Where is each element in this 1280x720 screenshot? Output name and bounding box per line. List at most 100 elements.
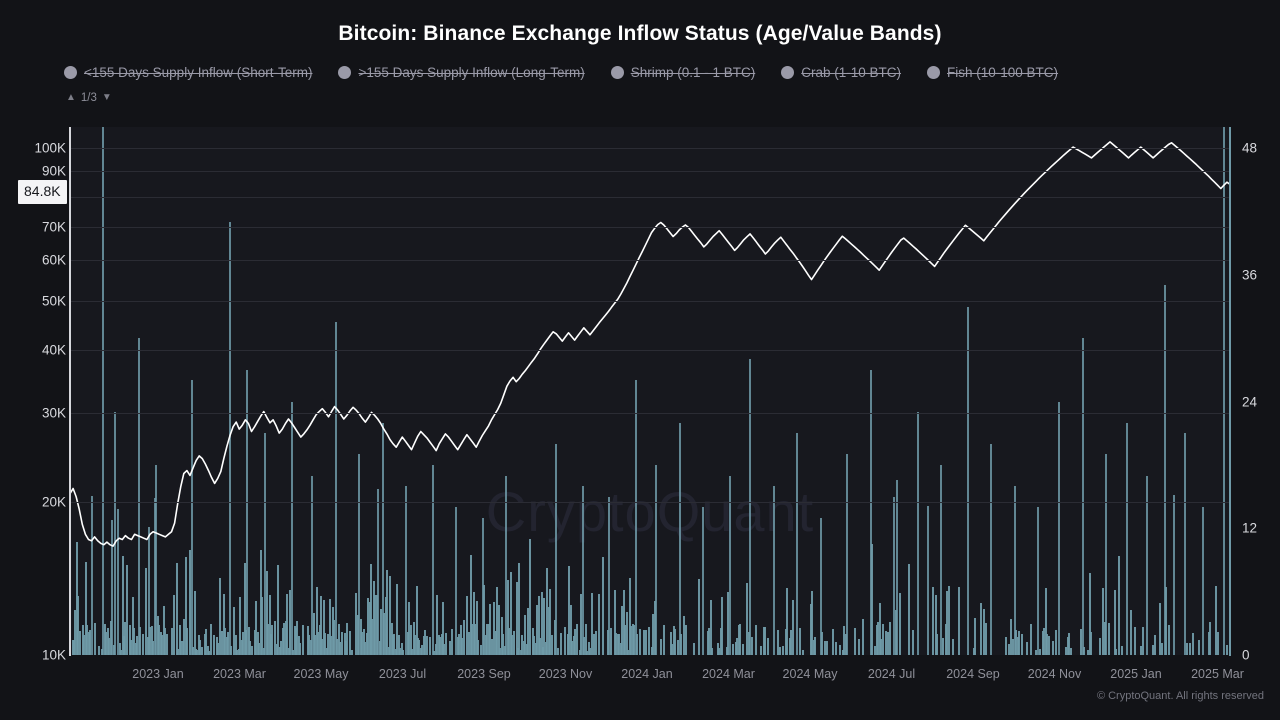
legend-pager[interactable]: ▲ 1/3 ▼ bbox=[66, 92, 112, 104]
inflow-bar bbox=[471, 623, 474, 655]
right-axis-tick-label: 36 bbox=[1242, 267, 1258, 283]
inflow-bar bbox=[527, 608, 530, 655]
plot-area[interactable]: CryptoQuant bbox=[70, 127, 1230, 655]
inflow-bar bbox=[402, 649, 405, 655]
inflow-bar bbox=[444, 633, 447, 655]
inflow-bar bbox=[1163, 285, 1166, 655]
inflow-bar bbox=[659, 638, 662, 655]
left-axis-line bbox=[69, 127, 71, 656]
inflow-bar bbox=[118, 642, 121, 655]
legend-item-2[interactable]: Shrimp (0.1 - 1 BTC) bbox=[610, 65, 755, 80]
inflow-bar bbox=[337, 623, 340, 655]
inflow-bar bbox=[221, 630, 224, 655]
inflow-bar bbox=[750, 636, 753, 655]
inflow-bar bbox=[81, 625, 84, 655]
inflow-bar bbox=[439, 637, 441, 655]
inflow-bar bbox=[762, 627, 765, 655]
inflow-bar bbox=[786, 587, 788, 655]
x-axis-tick-label: 2023 Jul bbox=[378, 667, 427, 681]
inflow-bar bbox=[419, 647, 422, 655]
inflow-bar bbox=[318, 625, 321, 655]
inflow-bar bbox=[655, 464, 658, 655]
inflow-bar bbox=[302, 625, 305, 655]
inflow-bar bbox=[1008, 643, 1010, 655]
inflow-bar bbox=[159, 632, 162, 655]
inflow-bar bbox=[327, 634, 330, 655]
inflow-bar bbox=[297, 635, 300, 655]
inflow-bar bbox=[589, 648, 591, 655]
inflow-bar bbox=[702, 507, 705, 655]
inflow-bar bbox=[233, 607, 236, 655]
inflow-bar bbox=[947, 586, 950, 655]
legend-item-0[interactable]: <155 Days Supply Inflow (Short-Term) bbox=[64, 65, 312, 80]
inflow-bar bbox=[899, 592, 902, 655]
right-axis-tick-label: 24 bbox=[1242, 394, 1258, 410]
inflow-bar bbox=[983, 608, 985, 655]
inflow-bar bbox=[784, 628, 787, 655]
inflow-bar bbox=[90, 496, 93, 655]
inflow-bar bbox=[502, 634, 505, 655]
inflow-bar bbox=[390, 622, 393, 655]
inflow-bar bbox=[616, 633, 619, 655]
legend-item-1[interactable]: >155 Days Supply Inflow (Long-Term) bbox=[338, 65, 585, 80]
inflow-bar bbox=[671, 643, 674, 655]
inflow-bar bbox=[417, 637, 419, 655]
current-price-badge: 84.8K bbox=[18, 180, 67, 204]
x-axis-tick-label: 2024 May bbox=[782, 667, 838, 681]
inflow-bar bbox=[261, 597, 264, 655]
inflow-bar bbox=[1021, 633, 1024, 655]
inflow-bar bbox=[108, 637, 111, 655]
inflow-bar bbox=[503, 645, 506, 655]
inflow-bar bbox=[1121, 646, 1124, 655]
inflow-bar bbox=[200, 647, 203, 655]
inflow-bar bbox=[627, 649, 630, 655]
inflow-bar bbox=[550, 635, 553, 655]
inflow-bar bbox=[125, 565, 128, 655]
inflow-bar bbox=[1043, 628, 1046, 655]
inflow-bar bbox=[292, 650, 294, 655]
pager-down-icon[interactable]: ▼ bbox=[101, 92, 112, 103]
inflow-bar bbox=[871, 544, 874, 655]
inflow-bar bbox=[277, 564, 280, 655]
inflow-bar bbox=[249, 640, 252, 655]
x-axis-tick-label: 2024 Sep bbox=[946, 667, 1000, 681]
x-axis-tick-label: 2023 Jan bbox=[132, 667, 184, 681]
inflow-bar bbox=[486, 624, 489, 655]
inflow-bar bbox=[1099, 638, 1102, 655]
inflow-bar bbox=[990, 443, 993, 655]
left-axis-tick-label: 40K bbox=[41, 342, 66, 358]
inflow-bar bbox=[522, 641, 525, 655]
inflow-bar bbox=[321, 639, 324, 655]
left-axis-tick-label: 90K bbox=[41, 163, 66, 179]
legend-item-4[interactable]: Fish (10-100 BTC) bbox=[927, 65, 1058, 80]
pager-up-icon[interactable]: ▲ bbox=[66, 92, 76, 103]
inflow-bar bbox=[287, 647, 290, 655]
inflow-bar bbox=[846, 454, 849, 655]
inflow-bar bbox=[1068, 632, 1071, 655]
inflow-bar bbox=[506, 579, 509, 655]
inflow-bar bbox=[487, 624, 490, 655]
inflow-bar bbox=[456, 636, 459, 655]
inflow-bar bbox=[189, 549, 192, 655]
inflow-bar bbox=[105, 632, 108, 655]
inflow-bar bbox=[306, 626, 309, 655]
inflow-bar bbox=[1081, 338, 1084, 655]
inflow-bar bbox=[75, 541, 78, 655]
legend-item-3[interactable]: Crab (1-10 BTC) bbox=[781, 65, 901, 80]
inflow-bar bbox=[1012, 639, 1015, 655]
inflow-bar bbox=[534, 642, 537, 655]
inflow-bar bbox=[874, 646, 877, 655]
inflow-bar bbox=[218, 578, 221, 655]
inflow-bar bbox=[1005, 636, 1008, 655]
inflow-bar bbox=[1058, 401, 1060, 655]
inflow-bar bbox=[290, 401, 293, 655]
inflow-bar bbox=[324, 633, 327, 655]
inflow-bar bbox=[721, 596, 724, 655]
inflow-bar bbox=[578, 650, 581, 655]
inflow-bar bbox=[367, 597, 369, 655]
inflow-bar bbox=[533, 636, 536, 655]
inflow-bar bbox=[103, 624, 106, 655]
inflow-bar bbox=[224, 627, 227, 655]
inflow-bar bbox=[908, 564, 910, 655]
inflow-bar bbox=[195, 648, 197, 655]
